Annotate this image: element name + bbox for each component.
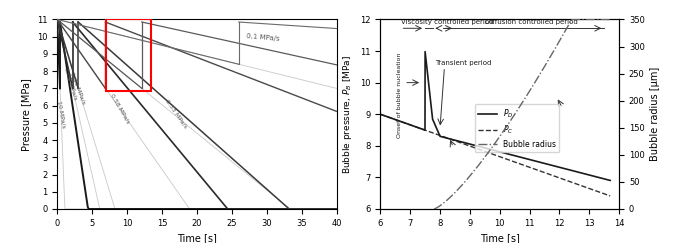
Text: 0.58 MPa/s: 0.58 MPa/s [110, 93, 131, 125]
X-axis label: Time [s]: Time [s] [480, 233, 520, 243]
Text: Diffusion controlled period: Diffusion controlled period [485, 19, 577, 25]
Text: 1.81 MPa/s: 1.81 MPa/s [64, 66, 79, 100]
Text: 0.1 MPa/s: 0.1 MPa/s [246, 33, 280, 42]
Y-axis label: Bubble pressure, $P_B$ [MPa]: Bubble pressure, $P_B$ [MPa] [341, 55, 355, 174]
Y-axis label: Pressure [MPa]: Pressure [MPa] [22, 78, 32, 151]
Bar [106, 18, 151, 91]
Text: 0.33 MPa/s: 0.33 MPa/s [164, 99, 188, 130]
Text: Viscosity controlled period: Viscosity controlled period [400, 19, 493, 25]
Text: Transient period: Transient period [435, 60, 492, 66]
Text: 1.33 MPa/s: 1.33 MPa/s [70, 72, 87, 105]
Y-axis label: Bubble radius [μm]: Bubble radius [μm] [650, 67, 660, 161]
X-axis label: Time [s]: Time [s] [177, 233, 217, 243]
Text: 10 MPa/s: 10 MPa/s [56, 100, 66, 128]
Legend: $P_D$, $P_C$, Bubble radius: $P_D$, $P_C$, Bubble radius [475, 104, 559, 152]
Text: Onset of bubble nucleation: Onset of bubble nucleation [397, 52, 402, 138]
